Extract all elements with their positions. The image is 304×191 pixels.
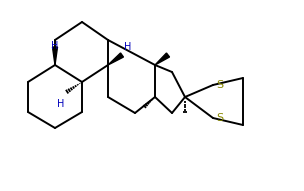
Polygon shape [53,47,57,65]
Text: S: S [216,80,223,90]
Polygon shape [155,53,170,65]
Text: H: H [124,42,131,52]
Polygon shape [108,53,123,65]
Text: S: S [216,113,223,123]
Text: H: H [57,99,64,109]
Text: H: H [51,41,59,51]
